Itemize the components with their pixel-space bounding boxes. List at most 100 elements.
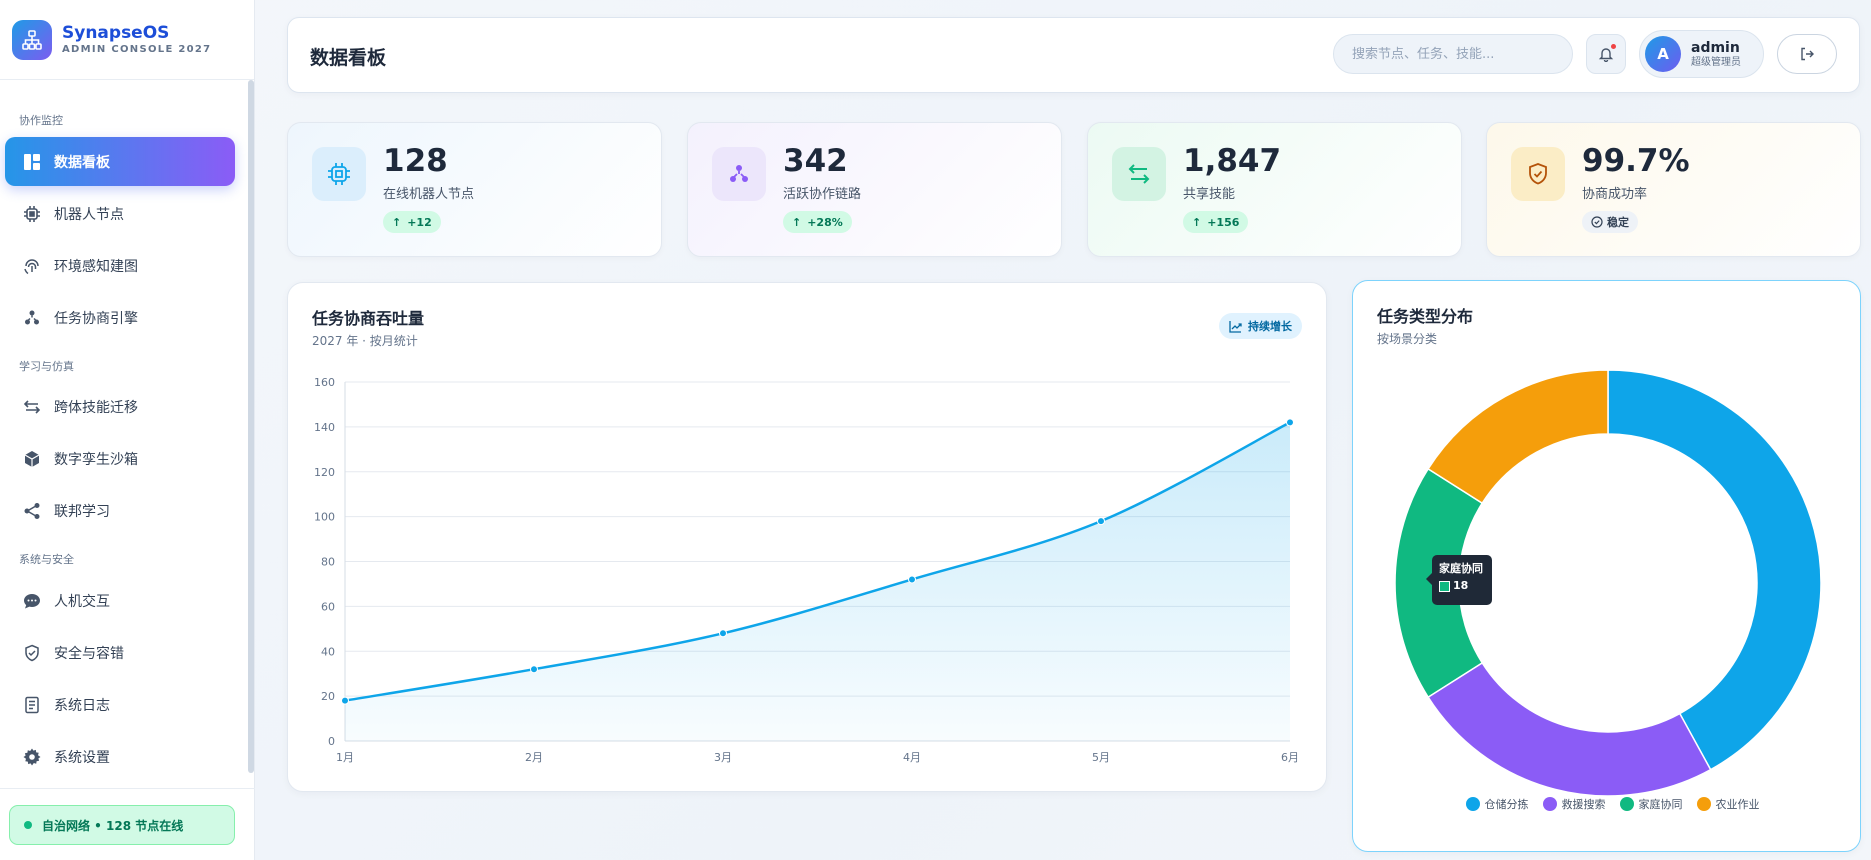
sidebar-item-mapping[interactable]: 环境感知建图 bbox=[5, 241, 235, 290]
y-tick-label: 20 bbox=[321, 690, 335, 703]
legend-item[interactable]: 家庭协同 bbox=[1619, 796, 1683, 812]
stat-label: 协商成功率 bbox=[1582, 187, 1648, 202]
data-point bbox=[1286, 418, 1294, 427]
sidebar-item-hci[interactable]: 人机交互 bbox=[5, 576, 235, 625]
nav-section-learning: 学习与仿真 bbox=[19, 360, 74, 373]
task-type-card: 任务类型分布 按场景分类 仓储分拣 救援搜索 家庭协同 农业作业 bbox=[1352, 280, 1861, 852]
sidebar-item-negotiation-engine[interactable]: 任务协商引擎 bbox=[5, 293, 235, 342]
legend-swatch bbox=[1465, 797, 1480, 811]
sidebar-item-skill-transfer[interactable]: 跨体技能迁移 bbox=[5, 382, 235, 431]
chip-icon bbox=[312, 147, 366, 201]
sidebar-item-settings[interactable]: 系统设置 bbox=[5, 732, 235, 781]
chat-icon bbox=[21, 590, 43, 612]
sidebar-item-label: 数据看板 bbox=[54, 154, 110, 171]
hierarchy-icon bbox=[21, 307, 43, 329]
dashboard-icon bbox=[21, 151, 43, 173]
sidebar-scrollbar[interactable] bbox=[248, 80, 254, 773]
stat-badge-value: 稳定 bbox=[1607, 216, 1629, 229]
stat-badge: ↑ +156 bbox=[1183, 211, 1249, 233]
y-tick-label: 40 bbox=[321, 645, 335, 658]
stat-badge: ↑ +28% bbox=[783, 211, 852, 233]
app-subtitle: ADMIN CONSOLE 2027 bbox=[62, 43, 212, 55]
chart-title: 任务协商吞吐量 bbox=[312, 309, 425, 328]
cube-icon bbox=[21, 448, 43, 470]
transfer-icon bbox=[1112, 147, 1166, 201]
y-tick-label: 140 bbox=[314, 421, 335, 434]
legend-label: 仓储分拣 bbox=[1484, 798, 1529, 811]
legend-item[interactable]: 仓储分拣 bbox=[1465, 796, 1529, 812]
user-name: admin bbox=[1691, 39, 1740, 56]
page-title: 数据看板 bbox=[310, 47, 387, 69]
donut-slice bbox=[1427, 661, 1712, 797]
log-icon bbox=[21, 694, 43, 716]
sidebar-item-security[interactable]: 安全与容错 bbox=[5, 628, 235, 677]
stat-value: 342 bbox=[783, 143, 848, 179]
task-type-donut-chart bbox=[1394, 369, 1822, 797]
network-status-badge: 自治网络 • 128 节点在线 bbox=[9, 805, 235, 845]
legend-item[interactable]: 救援搜索 bbox=[1542, 796, 1606, 812]
arrow-up-icon: ↑ bbox=[792, 215, 802, 229]
shield-icon bbox=[21, 642, 43, 664]
x-tick-label: 2月 bbox=[525, 751, 543, 764]
sidebar-item-robot-nodes[interactable]: 机器人节点 bbox=[5, 189, 235, 238]
sidebar-item-label: 跨体技能迁移 bbox=[54, 399, 138, 416]
avatar: A bbox=[1645, 36, 1681, 72]
sidebar-item-digital-twin[interactable]: 数字孪生沙箱 bbox=[5, 434, 235, 483]
sidebar-footer: 自治网络 • 128 节点在线 bbox=[0, 788, 255, 860]
legend-swatch bbox=[1542, 797, 1557, 811]
data-point bbox=[530, 665, 538, 674]
y-tick-label: 120 bbox=[314, 466, 335, 479]
transfer-icon bbox=[21, 396, 43, 418]
logout-icon bbox=[1801, 47, 1814, 61]
tooltip-label: 家庭协同 bbox=[1439, 562, 1483, 575]
sidebar: SynapseOS ADMIN CONSOLE 2027 协作监控 数据看板 机… bbox=[0, 0, 255, 860]
legend-swatch bbox=[1619, 797, 1634, 811]
stat-badge-value: +12 bbox=[407, 215, 432, 229]
sidebar-item-label: 数字孪生沙箱 bbox=[54, 451, 138, 468]
sidebar-item-label: 系统日志 bbox=[54, 697, 110, 714]
y-tick-label: 60 bbox=[321, 600, 335, 613]
sidebar-item-label: 环境感知建图 bbox=[54, 258, 138, 275]
logout-button[interactable] bbox=[1777, 34, 1837, 74]
arrow-up-icon: ↑ bbox=[392, 215, 402, 229]
y-tick-label: 100 bbox=[314, 511, 335, 524]
nav-section-monitoring: 协作监控 bbox=[19, 114, 63, 127]
chart-subtitle: 2027 年 · 按月统计 bbox=[312, 334, 418, 348]
legend-label: 救援搜索 bbox=[1561, 798, 1606, 811]
arrow-up-icon: ↑ bbox=[1192, 215, 1202, 229]
donut-slice bbox=[1607, 369, 1822, 771]
stat-badge: 稳定 bbox=[1582, 211, 1638, 233]
y-tick-label: 0 bbox=[328, 735, 335, 748]
user-menu[interactable]: A admin 超级管理员 bbox=[1639, 30, 1764, 78]
shield-icon bbox=[1511, 147, 1565, 201]
stat-badge: ↑ +12 bbox=[383, 211, 441, 233]
sidebar-item-federated-learning[interactable]: 联邦学习 bbox=[5, 486, 235, 535]
legend-swatch bbox=[1696, 797, 1711, 811]
trend-badge[interactable]: 持续增长 bbox=[1219, 313, 1302, 339]
x-tick-label: 4月 bbox=[903, 751, 921, 764]
legend-label: 农业作业 bbox=[1715, 798, 1760, 811]
tooltip-swatch bbox=[1439, 580, 1450, 592]
stat-value: 99.7% bbox=[1582, 143, 1690, 179]
search-input[interactable] bbox=[1333, 34, 1573, 74]
stat-value: 128 bbox=[383, 143, 448, 179]
x-tick-label: 5月 bbox=[1092, 751, 1110, 764]
x-tick-label: 6月 bbox=[1281, 751, 1299, 764]
chart-legend: 仓储分拣 救援搜索 家庭协同 农业作业 bbox=[1353, 796, 1871, 812]
sidebar-item-label: 机器人节点 bbox=[54, 206, 124, 223]
chip-icon bbox=[21, 203, 43, 225]
network-status-text: 自治网络 • 128 节点在线 bbox=[42, 818, 184, 833]
chart-title: 任务类型分布 bbox=[1377, 307, 1474, 326]
stat-badge-value: +156 bbox=[1207, 215, 1240, 229]
sidebar-item-system-logs[interactable]: 系统日志 bbox=[5, 680, 235, 729]
notification-button[interactable] bbox=[1586, 34, 1626, 74]
data-point bbox=[341, 696, 349, 705]
legend-label: 家庭协同 bbox=[1638, 798, 1683, 811]
legend-item[interactable]: 农业作业 bbox=[1696, 796, 1760, 812]
stat-card-active-links: 342 活跃协作链路 ↑ +28% bbox=[687, 122, 1062, 257]
y-tick-label: 80 bbox=[321, 556, 335, 569]
sidebar-item-dashboard[interactable]: 数据看板 bbox=[5, 137, 235, 186]
share-icon bbox=[21, 500, 43, 522]
top-bar: 数据看板 A admin 超级管理员 bbox=[287, 17, 1860, 93]
sidebar-item-label: 系统设置 bbox=[54, 749, 110, 766]
